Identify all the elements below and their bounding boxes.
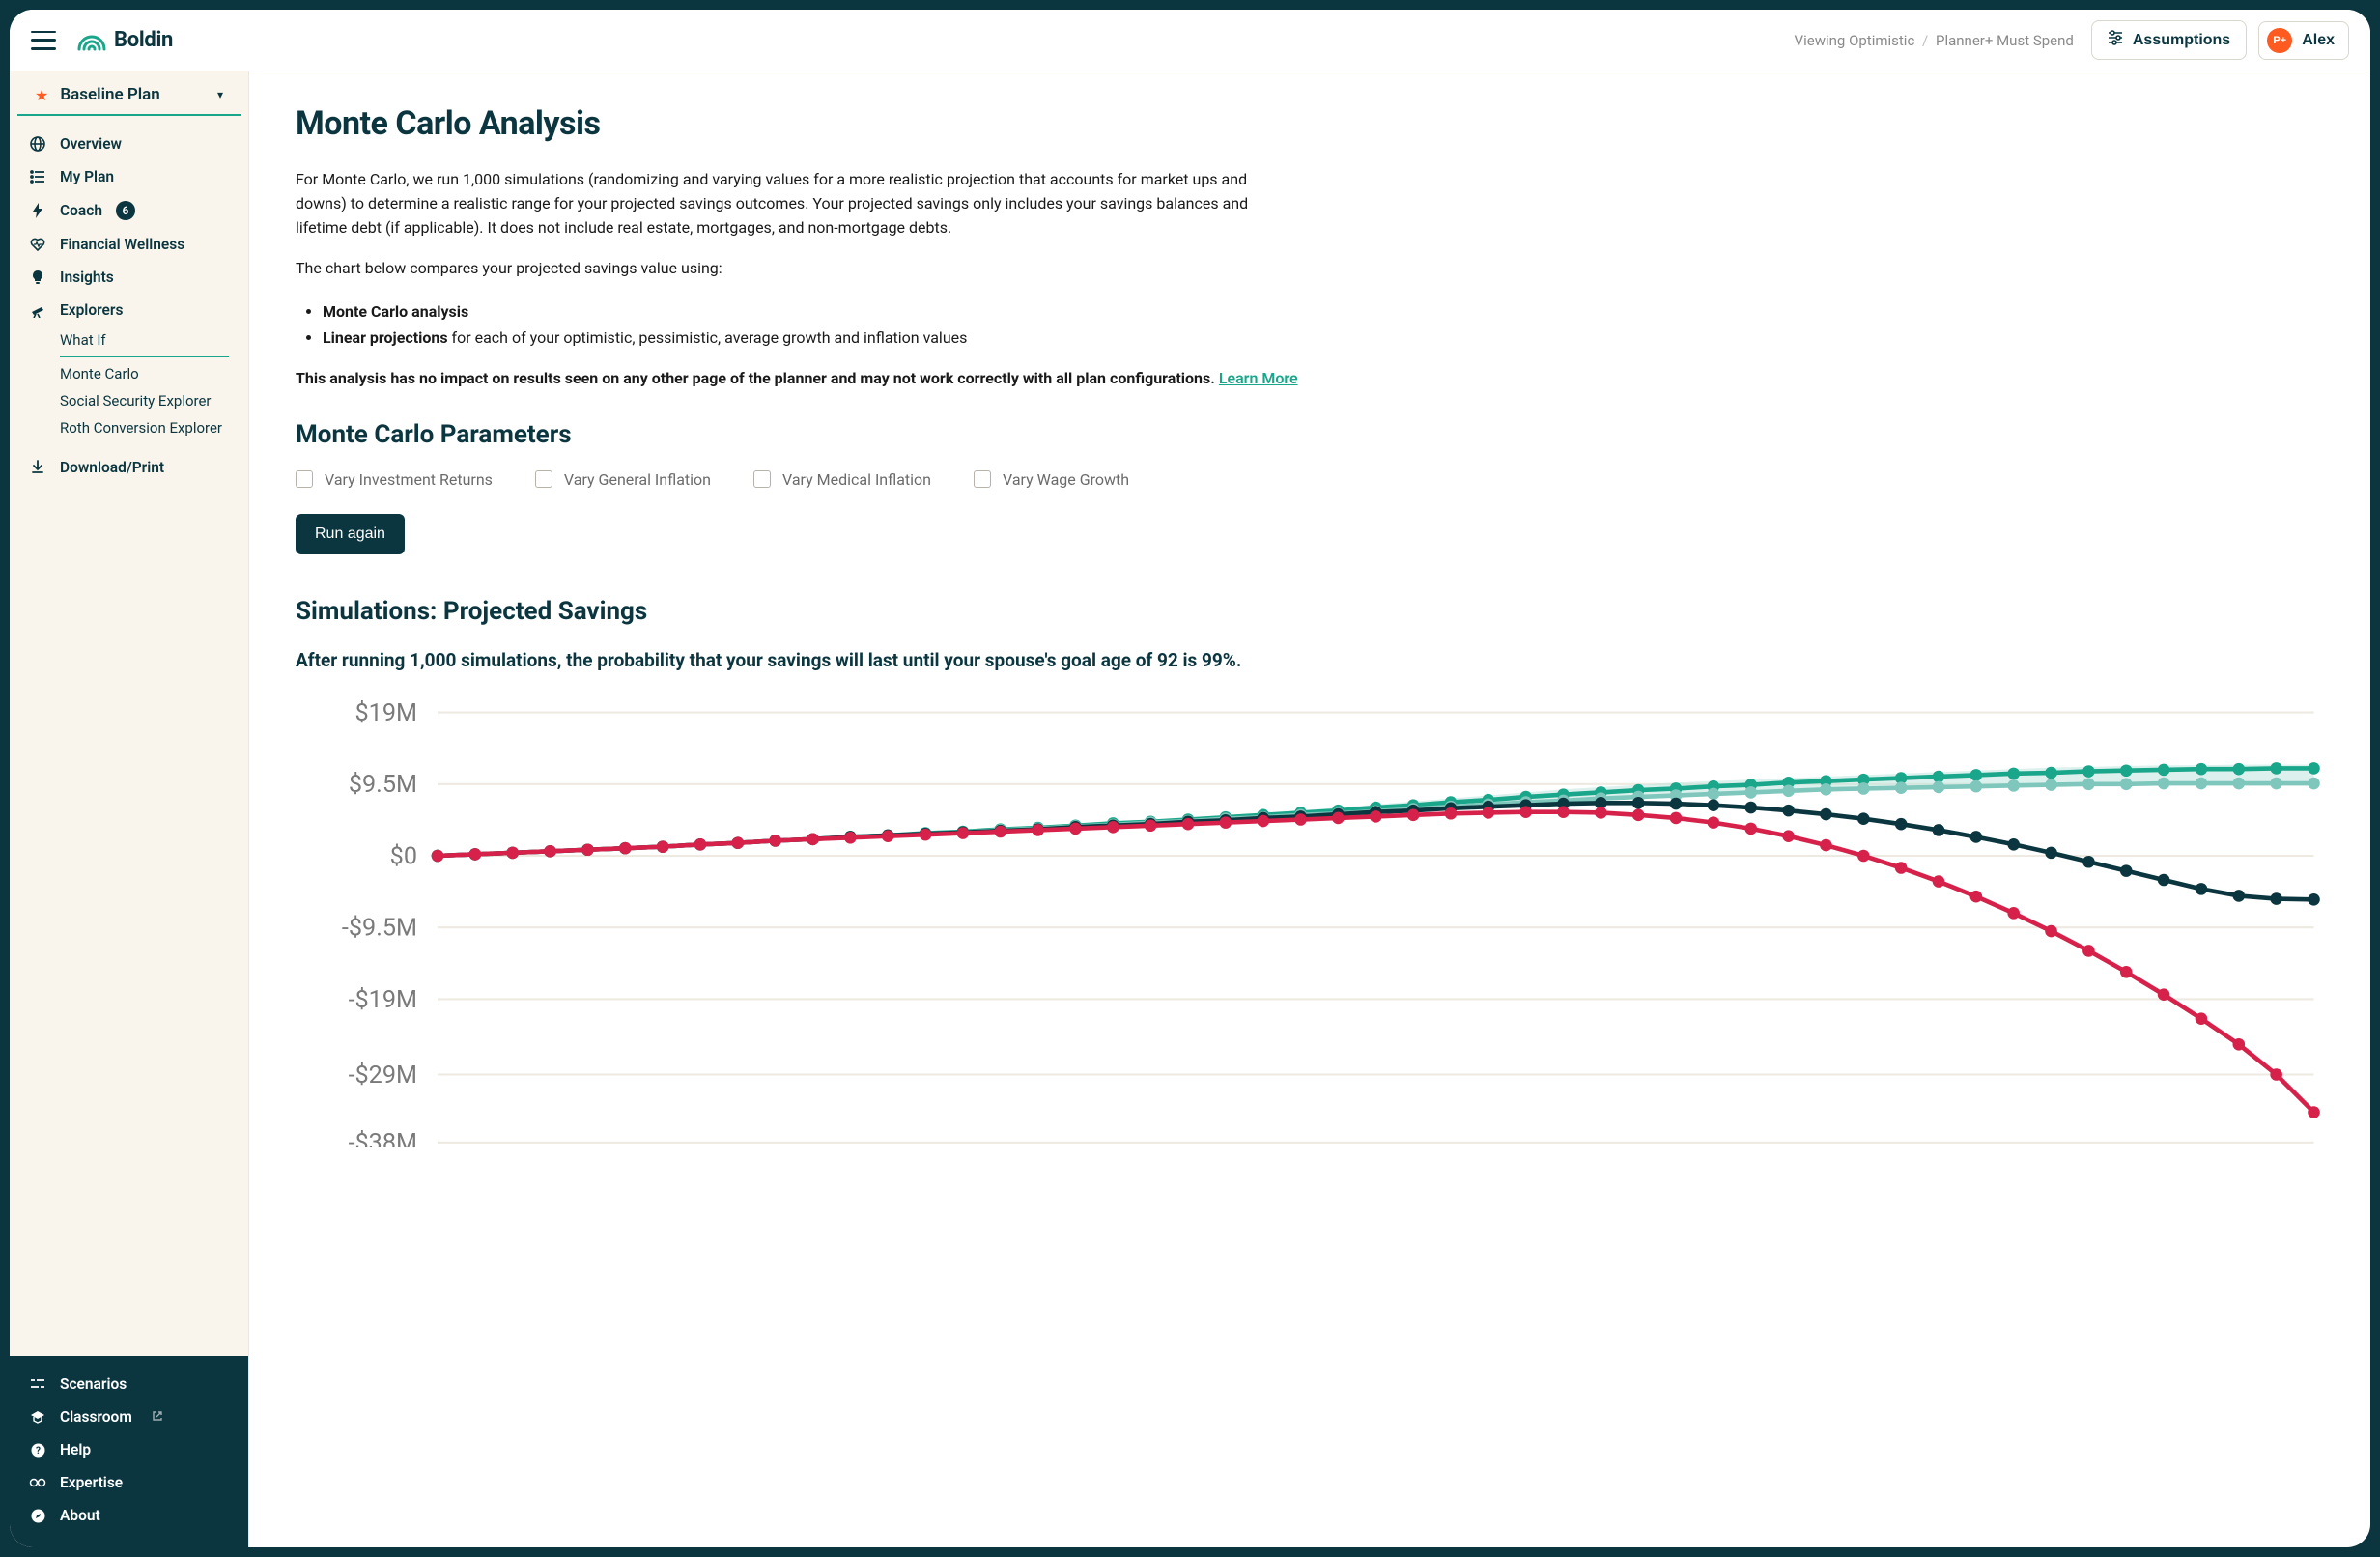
nav-about[interactable]: About [10,1499,248,1532]
nav-explorers[interactable]: Explorers [10,294,248,326]
page-title: Monte Carlo Analysis [296,104,2324,143]
logo[interactable]: Boldin [77,28,173,52]
classroom-icon [29,1410,46,1424]
nav-expertise[interactable]: Expertise [10,1466,248,1499]
menu-toggle[interactable] [31,31,56,50]
topbar: Boldin Viewing Optimistic / Planner+ Mus… [10,10,2370,71]
param-vary-returns[interactable]: Vary Investment Returns [296,470,493,489]
viewing-context: Viewing Optimistic / Planner+ Must Spend [1795,32,2074,49]
param-vary-general-inflation[interactable]: Vary General Inflation [535,470,711,489]
nav-classroom[interactable]: Classroom [10,1401,248,1433]
params-title: Monte Carlo Parameters [296,420,2324,449]
intro-paragraph: For Monte Carlo, we run 1,000 simulation… [296,168,1261,240]
nav-insights[interactable]: Insights [10,261,248,294]
telescope-icon [29,302,46,318]
star-icon: ★ [35,86,48,104]
coach-badge: 6 [116,201,135,220]
nav-financial-wellness[interactable]: Financial Wellness [10,228,248,261]
app-frame: Boldin Viewing Optimistic / Planner+ Mus… [10,10,2370,1547]
disclaimer: This analysis has no impact on results s… [296,369,2324,387]
run-again-button[interactable]: Run again [296,514,405,554]
nav-scenarios[interactable]: Scenarios [10,1368,248,1401]
help-icon: ? [29,1443,46,1458]
simulations-title: Simulations: Projected Savings [296,597,2324,626]
svg-text:-$38M: -$38M [349,1129,417,1147]
user-menu-button[interactable]: P+ Alex [2258,21,2349,60]
nav-overview[interactable]: Overview [10,127,248,160]
learn-more-link[interactable]: Learn More [1219,369,1298,387]
list-icon [29,169,46,184]
heart-pulse-icon [29,238,46,251]
svg-text:-$9.5M: -$9.5M [342,914,417,942]
globe-icon [29,136,46,152]
avatar: P+ [2267,28,2292,53]
logo-icon [77,30,106,51]
compare-bullets: Monte Carlo analysis Linear projections … [323,298,1289,351]
sidebar: ★ Baseline Plan ▾ Overview My Plan [10,71,249,1547]
compare-line: The chart below compares your projected … [296,257,1261,281]
svg-text:-$19M: -$19M [349,985,417,1013]
main-content: Monte Carlo Analysis For Monte Carlo, we… [249,71,2370,1547]
param-vary-medical-inflation[interactable]: Vary Medical Inflation [753,470,931,489]
plan-selector[interactable]: ★ Baseline Plan ▾ [17,71,241,116]
svg-text:?: ? [36,1446,41,1457]
checkbox[interactable] [535,470,552,488]
subnav-monte-carlo[interactable]: Monte Carlo [60,360,248,387]
svg-text:$9.5M: $9.5M [349,771,417,799]
checkbox[interactable] [753,470,771,488]
sidebar-bottom: Scenarios Classroom ? Help [10,1356,248,1547]
svg-text:$19M: $19M [355,700,417,727]
checkbox[interactable] [974,470,991,488]
result-line: After running 1,000 simulations, the pro… [296,649,2324,671]
scenarios-icon [29,1377,46,1391]
glasses-icon [29,1478,46,1487]
chart-svg: $19M $9.5M $0 -$9.5M -$19M -$29M -$38M [296,700,2324,1147]
subnav-social-security[interactable]: Social Security Explorer [60,387,248,414]
svg-text:$0: $0 [390,842,417,870]
nav-download-print[interactable]: Download/Print [10,451,248,484]
params-row: Vary Investment Returns Vary General Inf… [296,470,2324,489]
bulb-icon [29,269,46,285]
nav-coach[interactable]: Coach 6 [10,193,248,228]
subnav-what-if[interactable]: What If [60,326,248,354]
external-link-icon [152,1408,163,1426]
explorers-subnav: What If Monte Carlo Social Security Expl… [10,326,248,441]
sliders-icon [2108,30,2123,50]
compass-icon [29,1509,46,1523]
projected-savings-chart: $19M $9.5M $0 -$9.5M -$19M -$29M -$38M [296,700,2324,1147]
param-vary-wage-growth[interactable]: Vary Wage Growth [974,470,1129,489]
nav-my-plan[interactable]: My Plan [10,160,248,193]
nav-help[interactable]: ? Help [10,1433,248,1466]
subnav-roth-conversion[interactable]: Roth Conversion Explorer [60,414,248,441]
nav-main: Overview My Plan Coach 6 [10,124,248,488]
download-icon [29,460,46,475]
chevron-down-icon: ▾ [217,88,223,101]
logo-text: Boldin [114,28,173,52]
checkbox[interactable] [296,470,313,488]
assumptions-button[interactable]: Assumptions [2091,20,2247,60]
bolt-icon [29,203,46,218]
svg-text:-$29M: -$29M [349,1061,417,1089]
